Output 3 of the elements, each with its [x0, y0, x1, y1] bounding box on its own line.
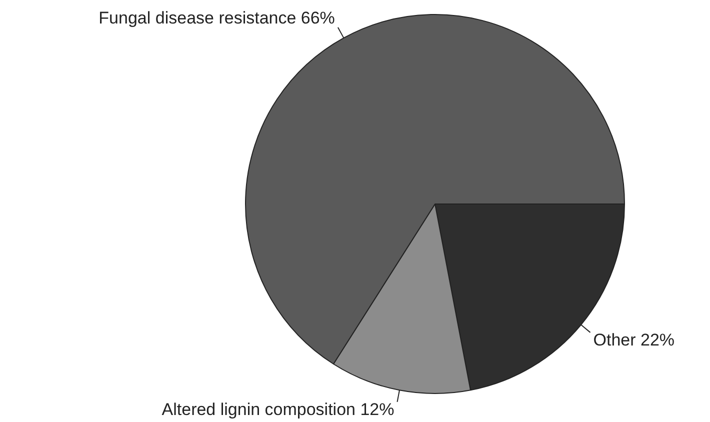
slice-label: Other 22%: [593, 330, 675, 350]
slice-label: Altered lignin composition 12%: [162, 400, 394, 420]
slice-label: Fungal disease resistance 66%: [98, 8, 335, 28]
